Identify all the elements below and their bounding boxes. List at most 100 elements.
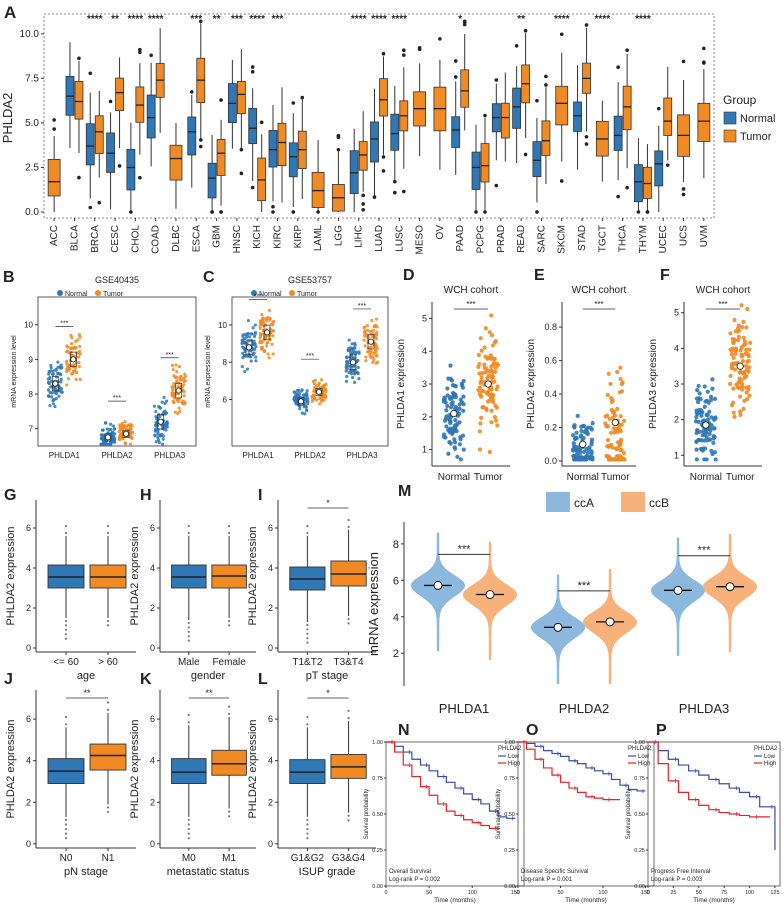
data-point <box>323 395 328 399</box>
data-point <box>733 346 739 351</box>
data-point <box>605 438 611 443</box>
y-axis-label: Survival probability <box>364 789 370 839</box>
data-point <box>482 365 487 371</box>
data-point <box>711 440 716 445</box>
data-point <box>66 377 71 381</box>
outlier-point <box>138 50 142 55</box>
panel-j: J 0 2 4 6 PHLDA2 expression N0 N1 pN stage ** <box>4 671 136 878</box>
data-point <box>445 386 450 391</box>
outlier-point <box>64 723 68 726</box>
x-tick-label: M1 <box>222 853 236 864</box>
data-point <box>584 427 589 432</box>
data-point <box>589 449 594 454</box>
x-axis-label: Time (months) <box>565 897 607 904</box>
significance-label: ** <box>111 14 119 25</box>
data-point <box>266 352 270 356</box>
mean-marker <box>450 409 458 418</box>
outlier-point <box>187 635 190 638</box>
data-point <box>740 353 745 358</box>
data-point <box>705 413 710 418</box>
y-tick-label: 0.6 <box>544 356 557 366</box>
km-curve-low <box>386 741 516 819</box>
outlier-point <box>187 639 190 642</box>
data-point <box>117 436 121 440</box>
data-point <box>455 454 460 459</box>
outlier-point <box>64 832 68 835</box>
significance-label: **** <box>635 14 651 25</box>
data-point <box>243 370 247 374</box>
data-point <box>710 377 715 382</box>
data-point <box>318 402 322 406</box>
box <box>236 80 246 115</box>
logrank-label: Log-rank P = 0.001 <box>521 877 573 883</box>
data-point <box>357 376 361 381</box>
data-point <box>352 380 357 384</box>
km-curve-high <box>386 741 499 830</box>
y-tick-label: 0 <box>150 839 155 849</box>
data-point <box>484 406 489 411</box>
outlier-point <box>239 147 244 152</box>
mean-marker <box>725 582 735 592</box>
data-point <box>374 361 378 365</box>
significance-label: ** <box>205 688 213 698</box>
data-point <box>619 381 625 387</box>
data-point <box>363 330 367 334</box>
data-point <box>459 381 464 386</box>
panel-title: WCH cohort <box>444 285 499 296</box>
data-point <box>458 435 463 440</box>
outlier-point <box>88 205 93 210</box>
data-point <box>177 406 181 410</box>
y-tick-label: 0 <box>268 839 273 849</box>
x-tick-label: 50 <box>557 890 563 896</box>
data-point <box>489 420 494 425</box>
data-point <box>174 363 178 367</box>
data-point <box>111 435 115 439</box>
significance-label: *** <box>306 353 314 360</box>
data-point <box>698 408 704 413</box>
data-point <box>713 415 718 420</box>
outlier-point <box>616 194 620 199</box>
data-point <box>479 394 484 399</box>
outlier-point <box>625 48 629 53</box>
data-point <box>495 423 500 428</box>
data-point <box>733 329 738 334</box>
outlier-point <box>559 32 564 37</box>
data-point <box>479 348 484 353</box>
data-point <box>109 427 113 432</box>
data-point <box>729 352 734 357</box>
box <box>126 149 136 191</box>
outlier-point <box>462 20 467 24</box>
data-point <box>442 395 447 400</box>
data-point <box>254 345 258 349</box>
significance-label: **** <box>128 14 144 25</box>
outlier-point <box>198 19 203 24</box>
box <box>541 120 551 156</box>
outlier-point <box>306 637 309 640</box>
outlier-point <box>645 210 650 214</box>
outlier-point <box>228 810 231 813</box>
x-tick-label: Normal <box>567 472 599 483</box>
data-point <box>171 400 176 404</box>
data-point <box>733 361 738 366</box>
logrank-label: Log-rank P = 0.003 <box>651 877 703 883</box>
data-point <box>177 364 182 369</box>
data-point <box>183 402 187 406</box>
x-tick-label: PHLDA2 <box>559 701 610 716</box>
x-tick-label: 0 <box>646 890 649 896</box>
panel-letter: N <box>398 722 410 739</box>
significance-label: *** <box>466 300 475 309</box>
data-point <box>612 413 618 418</box>
outlier-point <box>210 210 214 214</box>
significance-label: **** <box>371 14 387 25</box>
data-point <box>370 318 374 322</box>
outlier-point <box>306 723 309 726</box>
data-point <box>306 400 310 404</box>
data-point <box>363 344 367 348</box>
x-tick-label: MESO <box>415 225 426 255</box>
box <box>122 429 130 438</box>
data-point <box>374 350 378 354</box>
x-tick-label: KICH <box>252 225 263 249</box>
outlier-point <box>106 524 110 528</box>
box <box>245 339 253 355</box>
